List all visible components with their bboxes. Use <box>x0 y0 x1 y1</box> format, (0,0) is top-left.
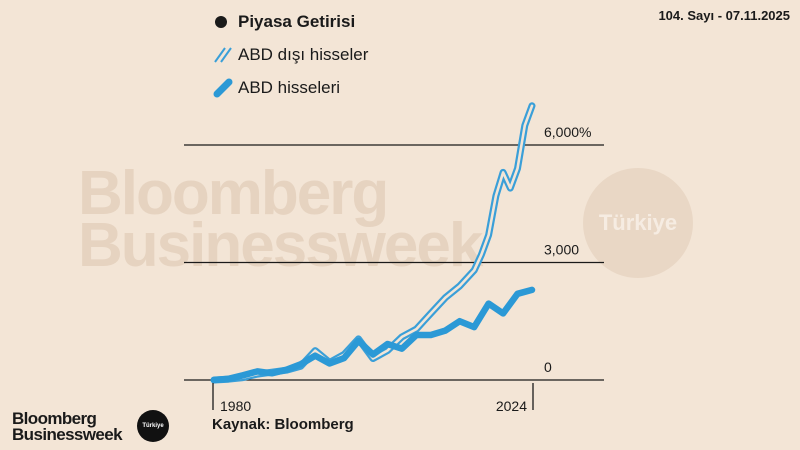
issue-label: 104. Sayı - 07.11.2025 <box>658 8 790 23</box>
legend-title: Piyasa Getirisi <box>238 12 356 31</box>
x-tick-label-end: 2024 <box>496 398 527 414</box>
watermark-circle <box>583 168 693 278</box>
axis-layer: 1980 2024 <box>212 383 534 414</box>
logo-line-1: Bloomberg <box>12 409 97 428</box>
watermark-line-1: Bloomberg <box>78 159 389 228</box>
solid-line-icon <box>213 78 233 98</box>
y-tick-label-0: 0 <box>544 359 552 375</box>
grid-layer: 0 3,000 6,000% <box>184 124 604 381</box>
x-tick-label-start: 1980 <box>220 398 251 414</box>
watermark-badge: Türkiye <box>598 210 678 235</box>
series-line-non-us-outline <box>210 102 536 384</box>
legend-item-us: ABD hisseleri <box>212 76 368 100</box>
watermark-line-2: Businessweek <box>78 211 483 280</box>
legend: Piyasa Getirisi ABD dışı hisseler ABD hi… <box>212 10 368 109</box>
series-layer <box>210 102 536 384</box>
brand-logo: Bloomberg Businessweek <box>12 409 123 444</box>
y-tick-label-6000: 6,000% <box>544 124 591 140</box>
legend-label-non-us: ABD dışı hisseler <box>238 45 369 64</box>
watermark: Bloomberg Businessweek <box>78 159 483 280</box>
double-line-icon <box>214 47 232 63</box>
series-line-us <box>210 286 536 384</box>
logo-badge: Türkiye <box>137 410 169 442</box>
legend-label-us: ABD hisseleri <box>238 78 341 97</box>
bullet-icon <box>215 16 227 28</box>
legend-item-non-us: ABD dışı hisseler <box>212 43 368 67</box>
y-tick-label-3000: 3,000 <box>544 241 579 257</box>
legend-title-row: Piyasa Getirisi <box>212 10 368 34</box>
logo-line-2: Businessweek <box>12 425 123 444</box>
source-label: Kaynak: Bloomberg <box>212 416 354 433</box>
